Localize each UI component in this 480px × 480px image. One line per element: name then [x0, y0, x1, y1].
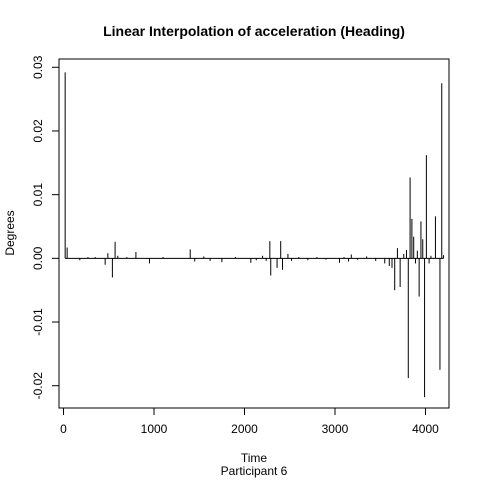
- y-tick-label: 0.02: [31, 119, 45, 143]
- x-tick-label: 2000: [231, 422, 258, 436]
- y-axis: -0.02 -0.01 0.00 0.01 0.02 0.03: [31, 55, 60, 400]
- y-tick-label: -0.01: [31, 308, 45, 336]
- chart-title: Linear Interpolation of acceleration (He…: [103, 23, 405, 39]
- x-tick-label: 1000: [141, 422, 168, 436]
- y-tick-label: 0.03: [31, 55, 45, 79]
- x-axis: 0 1000 2000 3000 4000: [60, 407, 439, 436]
- y-axis-label: Degrees: [3, 210, 17, 255]
- plot-area-frame: [58, 58, 450, 409]
- x-tick-label: 0: [60, 422, 67, 436]
- data-layer: [64, 72, 445, 398]
- y-tick-label: 0.00: [31, 246, 45, 270]
- y-tick-label: 0.01: [31, 183, 45, 207]
- x-tick-label: 3000: [322, 422, 349, 436]
- x-axis-sublabel: Participant 6: [221, 464, 288, 478]
- x-tick-label: 4000: [412, 422, 439, 436]
- x-axis-label: Time: [241, 451, 268, 465]
- y-tick-label: -0.02: [31, 372, 45, 400]
